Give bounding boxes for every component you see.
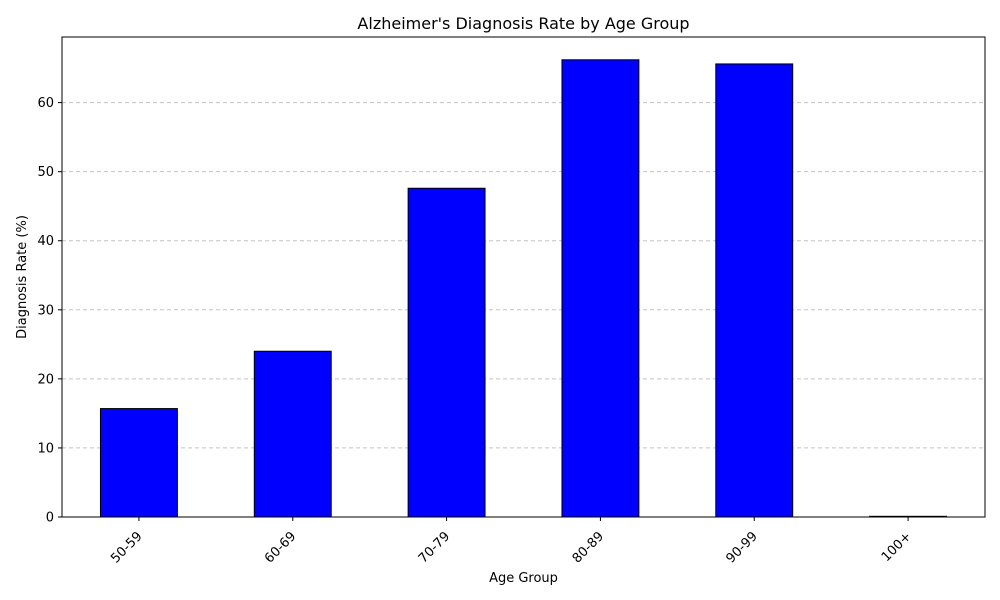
x-axis-label: Age Group — [489, 571, 558, 586]
bar-60-69 — [253, 350, 332, 518]
bar-90-99 — [715, 63, 794, 518]
y-tick-label: 50 — [37, 165, 54, 180]
y-axis-label: Diagnosis Rate (%) — [15, 215, 30, 339]
bar-50-59 — [99, 408, 178, 518]
plot-frame — [61, 36, 986, 518]
y-tick-label: 40 — [37, 234, 54, 249]
y-tick-label: 60 — [37, 96, 54, 111]
y-tick-label: 20 — [37, 372, 54, 387]
bars — [99, 59, 948, 518]
y-tick-label: 0 — [46, 511, 54, 526]
bar-80-89 — [561, 59, 640, 518]
y-ticks: 0 10 20 30 40 50 60 — [37, 96, 62, 526]
y-tick-label: 30 — [37, 303, 54, 318]
chart-title: Alzheimer's Diagnosis Rate by Age Group — [357, 14, 689, 33]
bar-70-79 — [407, 187, 486, 518]
y-tick-label: 10 — [37, 441, 54, 456]
